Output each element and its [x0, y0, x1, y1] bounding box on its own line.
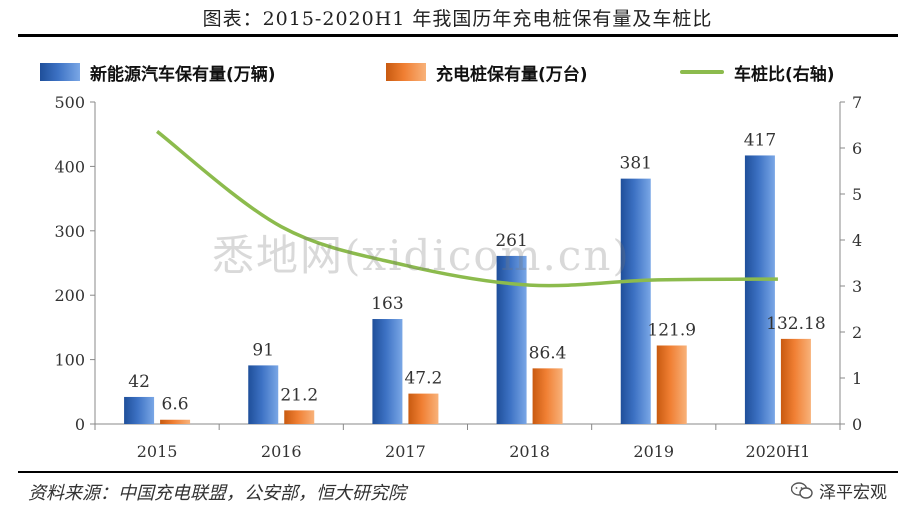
- legend-label-charger: 充电桩保有量(万台): [436, 64, 588, 85]
- legend-swatch-ratio: [680, 70, 724, 74]
- data-label-ev: 42: [128, 372, 150, 392]
- legend-swatch-ev: [40, 63, 80, 81]
- y-tick-label-right: 5: [852, 185, 862, 204]
- bar-ev: [620, 178, 651, 424]
- data-label-ev: 261: [495, 231, 527, 251]
- y-tick-label-left: 400: [54, 157, 85, 176]
- y-tick-label-left: 200: [54, 286, 85, 305]
- ratio-line: [156, 130, 778, 288]
- y-tick-label-right: 3: [852, 277, 862, 296]
- data-label-ev: 417: [744, 130, 776, 150]
- legend-item-ev: 新能源汽车保有量(万辆): [40, 58, 276, 86]
- chart-title: 图表：2015-2020H1 年我国历年充电桩保有量及车桩比: [202, 8, 713, 30]
- y-tick-label-left: 500: [54, 93, 85, 112]
- bar-ev: [248, 365, 279, 424]
- data-label-ev: 163: [371, 294, 403, 314]
- legend-label-ratio: 车桩比(右轴): [734, 64, 835, 85]
- bar-ev: [744, 155, 775, 424]
- y-tick-label-left: 300: [54, 222, 85, 241]
- data-label-charger: 21.2: [280, 385, 318, 405]
- y-tick-label-right: 2: [852, 323, 862, 342]
- bar-charger: [408, 393, 439, 424]
- y-tick-label-left: 0: [75, 415, 85, 434]
- data-label-ev: 91: [252, 340, 274, 360]
- bar-charger: [532, 368, 563, 424]
- y-tick-label-right: 4: [852, 231, 862, 250]
- data-label-charger: 6.6: [162, 395, 189, 415]
- bar-ev: [372, 319, 403, 424]
- watermark: 悉地网(xidicom.cn): [212, 231, 631, 280]
- data-label-ev: 381: [620, 154, 652, 174]
- data-label-charger: 132.18: [766, 314, 825, 334]
- legend-swatch-charger: [386, 63, 426, 81]
- bar-charger: [780, 338, 811, 424]
- legend-label-ev: 新能源汽车保有量(万辆): [90, 64, 276, 85]
- brand: 泽平宏观: [791, 478, 887, 503]
- source-divider: [18, 471, 898, 473]
- bar-charger: [656, 345, 687, 424]
- bar-charger: [284, 410, 315, 424]
- x-tick-label: 2020H1: [745, 442, 810, 461]
- legend-item-ratio: 车桩比(右轴): [680, 58, 835, 86]
- x-tick-label: 2017: [385, 442, 426, 461]
- x-tick-label: 2018: [509, 442, 550, 461]
- legend: 新能源汽车保有量(万辆) 充电桩保有量(万台) 车桩比(右轴): [0, 58, 915, 86]
- data-label-charger: 47.2: [404, 369, 442, 389]
- y-tick-label-right: 1: [852, 369, 862, 388]
- x-tick-label: 2015: [137, 442, 178, 461]
- y-tick-label-left: 100: [54, 351, 85, 370]
- bar-ev: [124, 396, 155, 424]
- data-label-charger: 86.4: [529, 343, 567, 363]
- legend-item-charger: 充电桩保有量(万台): [386, 58, 588, 86]
- brand-name: 泽平宏观: [819, 483, 887, 503]
- y-tick-label-right: 7: [852, 93, 862, 112]
- y-tick-label-right: 6: [852, 139, 862, 158]
- source-note: 资料来源：中国充电联盟，公安部，恒大研究院: [28, 483, 406, 504]
- bar-charger: [160, 419, 191, 424]
- x-tick-label: 2019: [633, 442, 674, 461]
- data-label-charger: 121.9: [647, 320, 696, 340]
- x-tick-label: 2016: [261, 442, 302, 461]
- y-tick-label-right: 0: [852, 415, 862, 434]
- wechat-icon: [791, 481, 813, 499]
- title-divider: [18, 34, 898, 37]
